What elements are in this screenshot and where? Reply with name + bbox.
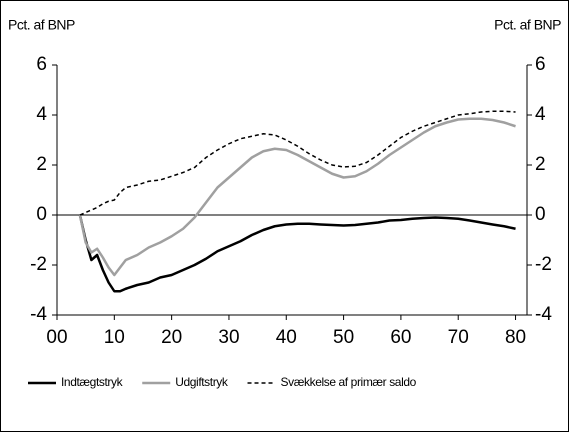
y2-tick-label: 4: [535, 104, 546, 125]
x-tick-label: 60: [390, 327, 411, 348]
y2-axis-label: Pct. af BNP: [494, 17, 561, 33]
y-tick-label: -2: [30, 254, 47, 275]
y2-tick-label: -2: [535, 254, 552, 275]
x-tick-label: 40: [276, 327, 297, 348]
x-tick-label: 80: [505, 327, 526, 348]
x-tick-label: 30: [218, 327, 239, 348]
x-tick-label: 10: [104, 327, 125, 348]
legend-label: Indtægtstryk: [61, 375, 124, 389]
y-axis-label: Pct. af BNP: [8, 17, 75, 33]
x-tick-label: 00: [46, 327, 67, 348]
x-tick-label: 20: [161, 327, 182, 348]
y2-tick-label: 2: [535, 154, 546, 175]
legend-label: Svækkelse af primær saldo: [281, 375, 417, 389]
legend-label: Udgiftstryk: [175, 375, 229, 389]
y-tick-label: 0: [36, 204, 47, 225]
y-tick-label: -4: [30, 304, 47, 325]
x-tick-label: 70: [448, 327, 469, 348]
y-tick-label: 4: [36, 104, 47, 125]
y2-tick-label: -4: [535, 304, 552, 325]
series-line: [78, 117, 516, 277]
y2-tick-label: 0: [535, 204, 546, 225]
y2-tick-label: 6: [535, 54, 546, 75]
series-line: [78, 214, 516, 293]
x-tick-label: 50: [333, 327, 354, 348]
y-tick-label: 6: [36, 54, 47, 75]
y-tick-label: 2: [36, 154, 47, 175]
